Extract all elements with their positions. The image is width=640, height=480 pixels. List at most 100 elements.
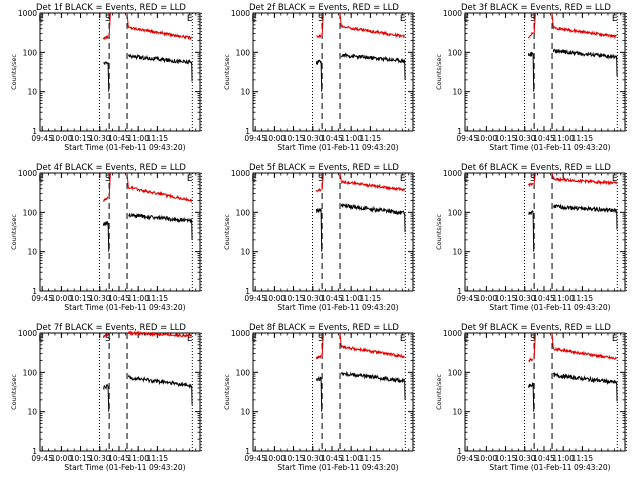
x-tick-label: 11:00 (552, 134, 574, 143)
x-tick-label: 11:15 (572, 294, 594, 303)
plot-frame (464, 172, 626, 292)
x-tick-label: 11:00 (340, 454, 362, 463)
chart-panel-7: Det 7f BLACK = Events, RED = LLD 1 10 100 10… (10, 323, 202, 472)
x-tick-label: 10:00 (476, 294, 498, 303)
y-tick-label: 100 (448, 208, 463, 217)
events-series-post (127, 53, 193, 65)
lld-drop (126, 12, 129, 28)
x-tick-label: 10:15 (70, 294, 92, 303)
lld-rise (533, 12, 536, 34)
y-axis-label: Counts/sec (223, 54, 231, 90)
x-tick-label: 10:00 (264, 134, 286, 143)
y-tick-label: 10 (240, 248, 250, 257)
chart-panel-2: Det 2f BLACK = Events, RED = LLD 1 10 100 10… (223, 3, 415, 152)
x-tick-label: 11:15 (147, 454, 169, 463)
x-tick-label: 11:00 (340, 134, 362, 143)
chart-title: Det 5f BLACK = Events, RED = LLD (249, 163, 399, 173)
y-tick-label: 10 (27, 88, 37, 97)
marker-label: E (463, 174, 469, 184)
x-tick-label: 10:00 (476, 454, 498, 463)
x-axis-label: Start Time (01-Feb-11 09:43:20) (64, 303, 185, 312)
x-tick-label: 10:00 (51, 454, 73, 463)
events-series-post (340, 52, 406, 64)
lld-series-post (127, 26, 193, 41)
y-axis-label: Counts/sec (435, 54, 443, 90)
marker-label: E (612, 14, 618, 24)
x-tick-label: 11:15 (572, 454, 594, 463)
x-tick-label: 10:45 (321, 454, 343, 463)
x-tick-label: 10:45 (321, 294, 343, 303)
x-tick-label: 10:30 (302, 134, 324, 143)
y-tick-label: 100 (236, 368, 251, 377)
events-series-post (552, 372, 618, 386)
y-tick-label: 1000 (231, 9, 250, 18)
lld-rise (533, 172, 536, 184)
y-tick-label: 10 (27, 248, 37, 257)
marker-label: E (612, 174, 618, 184)
x-tick-label: 10:15 (283, 454, 305, 463)
marker-label: S (105, 14, 111, 24)
chart-panel-3: Det 3f BLACK = Events, RED = LLD 1 10 100 10… (435, 3, 627, 152)
x-axis-label: Start Time (01-Feb-11 09:43:20) (489, 303, 610, 312)
x-tick-label: 11:00 (127, 134, 149, 143)
x-tick-label: 11:00 (127, 454, 149, 463)
x-tick-label: 09:45 (244, 454, 266, 463)
y-tick-label: 1000 (18, 169, 37, 178)
y-tick-label: 1 (245, 447, 250, 456)
x-tick-label: 10:45 (533, 454, 555, 463)
y-tick-label: 1000 (18, 329, 37, 338)
lld-drop (339, 12, 342, 27)
events-drop (107, 385, 110, 412)
lld-series-pre (102, 333, 109, 338)
lld-series-post (340, 180, 406, 192)
lld-drop (126, 172, 129, 188)
marker-label: S (530, 14, 536, 24)
x-tick-label: 11:15 (147, 294, 169, 303)
x-tick-label: 10:30 (302, 454, 324, 463)
x-tick-label: 10:45 (108, 454, 130, 463)
marker-label: S (530, 174, 536, 184)
x-tick-label: 11:15 (360, 294, 382, 303)
x-tick-label: 11:00 (552, 294, 574, 303)
lld-series-pre (528, 357, 534, 363)
y-tick-label: 100 (448, 48, 463, 57)
lld-series-post (552, 346, 618, 361)
events-drop (107, 222, 110, 252)
chart-title: Det 2f BLACK = Events, RED = LLD (249, 3, 399, 13)
marker-label: E (38, 14, 44, 24)
x-axis-label: Start Time (01-Feb-11 09:43:20) (277, 463, 398, 472)
x-axis-label: Start Time (01-Feb-11 09:43:20) (64, 143, 185, 152)
chart-panel-6: Det 6f BLACK = Events, RED = LLD 1 10 100 10… (435, 163, 627, 312)
y-tick-label: 100 (23, 48, 38, 57)
events-series-post (128, 212, 193, 224)
events-series-pre (528, 210, 534, 215)
marker-label: E (251, 14, 257, 24)
marker-label: E (612, 334, 618, 344)
x-tick-label: 11:00 (552, 454, 574, 463)
lld-rise (108, 172, 111, 199)
x-tick-label: 10:45 (108, 294, 130, 303)
marker-label: E (187, 14, 193, 24)
y-axis-label: Counts/sec (10, 374, 18, 410)
x-tick-label: 11:15 (360, 134, 382, 143)
events-series-pre (102, 220, 109, 227)
events-series-pre (527, 382, 534, 388)
lld-drop (339, 332, 342, 347)
chart-title: Det 1f BLACK = Events, RED = LLD (36, 3, 186, 13)
y-tick-label: 1 (457, 287, 462, 296)
x-tick-label: 10:30 (89, 454, 111, 463)
chart-panel-8: Det 8f BLACK = Events, RED = LLD 1 10 100 10… (223, 323, 415, 472)
x-tick-label: 10:15 (495, 294, 517, 303)
y-tick-label: 100 (23, 208, 38, 217)
y-tick-label: 1 (457, 447, 462, 456)
x-tick-label: 10:00 (476, 134, 498, 143)
x-tick-label: 10:15 (495, 134, 517, 143)
lld-rise (108, 332, 111, 336)
x-axis-label: Start Time (01-Feb-11 09:43:20) (277, 143, 398, 152)
plot-frame (252, 332, 414, 452)
x-tick-label: 10:15 (495, 454, 517, 463)
x-tick-label: 10:30 (514, 454, 536, 463)
lld-series-pre (102, 196, 109, 202)
x-tick-label: 10:30 (89, 134, 111, 143)
plot-frame (39, 172, 201, 292)
